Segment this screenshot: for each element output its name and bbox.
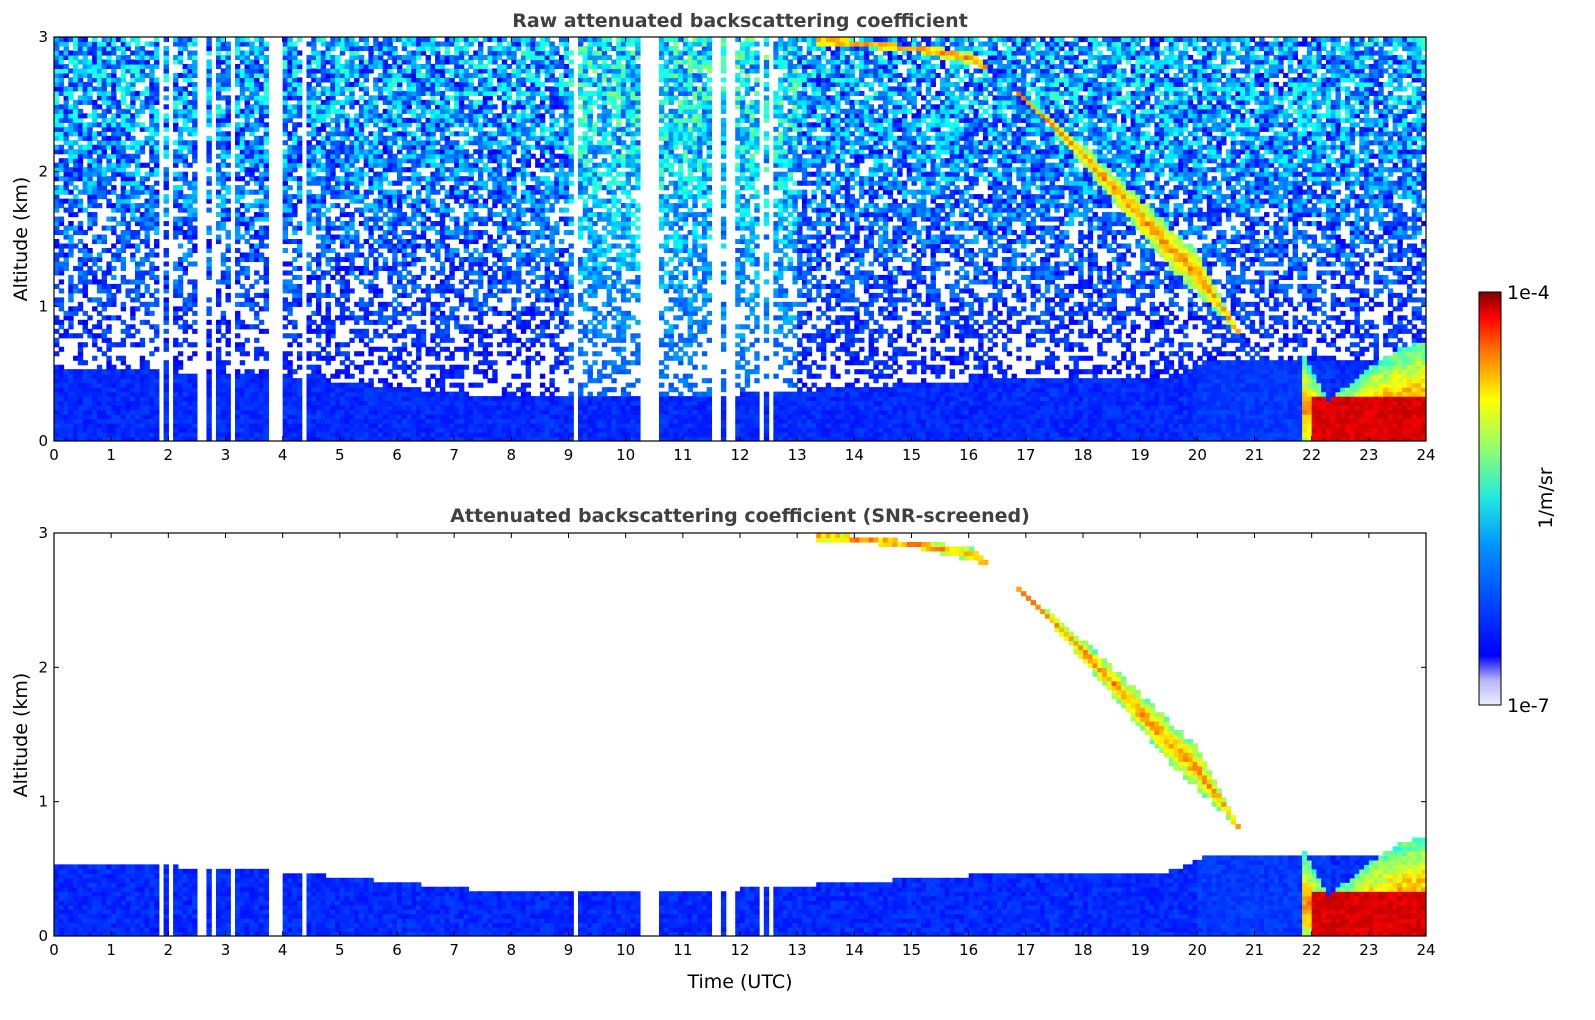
x-tick-label: 22 bbox=[1302, 446, 1321, 464]
x-tick-label: 0 bbox=[49, 446, 59, 464]
x-tick-label: 6 bbox=[392, 446, 402, 464]
x-tick-label: 1 bbox=[106, 446, 116, 464]
x-tick-label: 16 bbox=[959, 446, 978, 464]
y-tick-label: 0 bbox=[38, 432, 48, 450]
x-tick-label: 16 bbox=[959, 941, 978, 959]
x-tick-label: 14 bbox=[845, 446, 864, 464]
x-tick-label: 1 bbox=[106, 941, 116, 959]
x-tick-label: 18 bbox=[1073, 446, 1092, 464]
panel-2-heatmap bbox=[54, 533, 1426, 936]
y-tick-label: 1 bbox=[38, 793, 48, 811]
x-tick-label: 9 bbox=[564, 941, 574, 959]
panel-1-heatmap bbox=[54, 37, 1426, 441]
x-tick-label: 7 bbox=[449, 941, 459, 959]
x-tick-label: 11 bbox=[673, 446, 692, 464]
x-tick-label: 20 bbox=[1188, 446, 1207, 464]
x-tick-label: 11 bbox=[673, 941, 692, 959]
panel-2-title: Attenuated backscattering coefficient (S… bbox=[450, 505, 1030, 527]
colorbar bbox=[1478, 291, 1502, 706]
x-tick-label: 0 bbox=[49, 941, 59, 959]
panel-2-image bbox=[54, 533, 1426, 936]
x-tick-label: 5 bbox=[335, 446, 345, 464]
x-tick-label: 12 bbox=[730, 941, 749, 959]
y-tick-label: 2 bbox=[38, 658, 48, 676]
x-tick-label: 10 bbox=[616, 446, 635, 464]
x-tick-label: 17 bbox=[1016, 941, 1035, 959]
x-tick-label: 21 bbox=[1245, 941, 1264, 959]
x-tick-label: 7 bbox=[449, 446, 459, 464]
x-tick-label: 3 bbox=[221, 446, 231, 464]
panel-1-image bbox=[54, 37, 1426, 441]
x-tick-label: 4 bbox=[278, 941, 288, 959]
x-tick-label: 19 bbox=[1131, 941, 1150, 959]
colorbar-min-label: 1e-7 bbox=[1507, 695, 1550, 717]
x-tick-label: 2 bbox=[164, 941, 174, 959]
x-tick-label: 21 bbox=[1245, 446, 1264, 464]
x-tick-label: 2 bbox=[164, 446, 174, 464]
x-tick-label: 4 bbox=[278, 446, 288, 464]
panel-2-ylabel: Altitude (km) bbox=[10, 673, 32, 798]
x-tick-label: 18 bbox=[1073, 941, 1092, 959]
x-tick-label: 17 bbox=[1016, 446, 1035, 464]
x-tick-label: 15 bbox=[902, 446, 921, 464]
x-tick-label: 14 bbox=[845, 941, 864, 959]
x-tick-label: 23 bbox=[1359, 941, 1378, 959]
x-tick-label: 12 bbox=[730, 446, 749, 464]
panel-1-title: Raw attenuated backscattering coefficien… bbox=[512, 10, 968, 32]
x-tick-label: 9 bbox=[564, 446, 574, 464]
x-tick-label: 13 bbox=[788, 941, 807, 959]
y-tick-label: 3 bbox=[38, 524, 48, 542]
x-axis-label: Time (UTC) bbox=[686, 971, 792, 993]
x-tick-label: 5 bbox=[335, 941, 345, 959]
x-tick-label: 6 bbox=[392, 941, 402, 959]
colorbar-max-label: 1e-4 bbox=[1507, 282, 1550, 304]
x-tick-label: 10 bbox=[616, 941, 635, 959]
y-tick-label: 2 bbox=[38, 163, 48, 181]
y-tick-label: 1 bbox=[38, 297, 48, 315]
x-tick-label: 23 bbox=[1359, 446, 1378, 464]
x-tick-label: 13 bbox=[788, 446, 807, 464]
x-tick-label: 15 bbox=[902, 941, 921, 959]
x-tick-label: 22 bbox=[1302, 941, 1321, 959]
x-tick-label: 8 bbox=[507, 941, 517, 959]
x-tick-label: 24 bbox=[1416, 941, 1435, 959]
x-tick-label: 8 bbox=[507, 446, 517, 464]
x-tick-label: 19 bbox=[1131, 446, 1150, 464]
panel-1-ylabel: Altitude (km) bbox=[10, 177, 32, 302]
panel-2-axes: 0 1 2 3 4 5 6 7 8 9 10 11 12 13 14 15 16 17 18 19 20 21 22 23 24… bbox=[38, 524, 1435, 959]
colorbar-label: 1/m/sr bbox=[1535, 467, 1557, 528]
x-tick-label: 20 bbox=[1188, 941, 1207, 959]
x-tick-label: 24 bbox=[1416, 446, 1435, 464]
y-tick-label: 0 bbox=[38, 927, 48, 945]
x-tick-label: 3 bbox=[221, 941, 231, 959]
panel-1-axes: 0 1 2 3 4 5 6 7 8 9 10 11 12 13 14 15 16 17 18 19 20 21 22 23 24… bbox=[38, 28, 1435, 464]
y-tick-label: 3 bbox=[38, 28, 48, 46]
